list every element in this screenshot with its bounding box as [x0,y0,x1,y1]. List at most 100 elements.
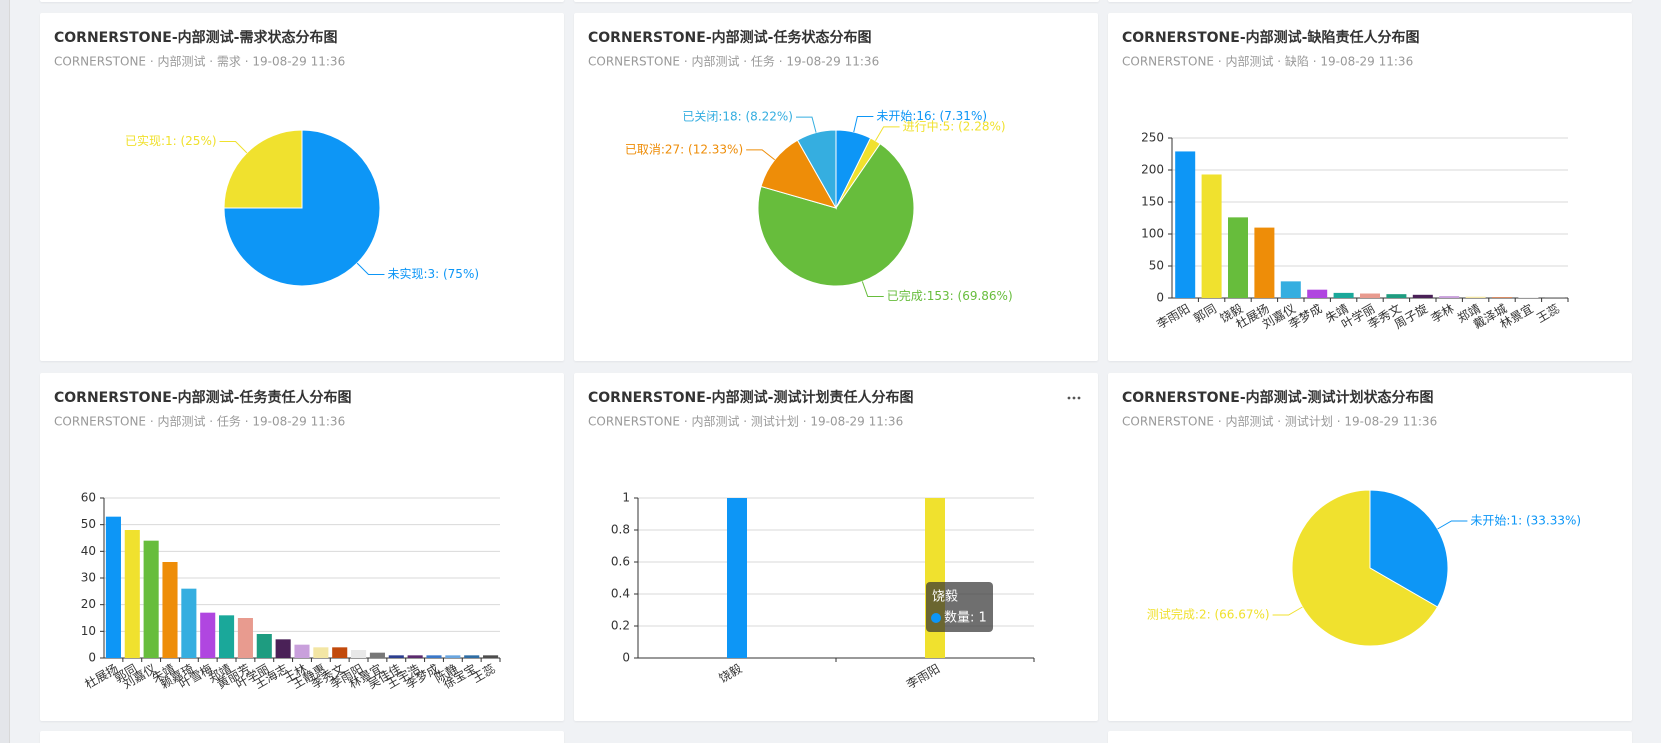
bar [162,562,178,658]
tooltip-marker [931,613,941,623]
pie-slice [760,139,838,209]
bar [275,639,291,658]
label-leader [795,116,817,133]
chart-card: CORNERSTONE-内部测试-缺陷责任人分布图 CORNERSTONE · 内… [1108,13,1632,361]
x-tick-label: 李雨阳 [1154,301,1193,332]
bar [407,655,423,658]
slice-label: 测试完成:2: (66.67%) [1147,607,1270,622]
slice-label: 未开始:1: (33.33%) [1470,514,1581,528]
bar [124,530,140,658]
more-menu-dot [1067,396,1071,400]
slice-label: 已关闭:18: (8.22%) [682,110,793,124]
chart-title: CORNERSTONE-内部测试-任务状态分布图 [588,29,871,46]
label-leader [861,281,884,297]
slice-label: 未实现:3: (75%) [387,266,479,281]
tooltip-box [926,582,993,632]
y-tick-label: 20 [81,597,96,611]
y-tick-label: 200 [1141,163,1164,177]
bar [1360,293,1380,298]
y-tick-label: 60 [81,491,96,505]
bar [1228,217,1248,298]
chart: CORNERSTONE-内部测试-测试计划状态分布图 CORNERSTONE · … [1122,389,1581,647]
bar [1280,281,1301,298]
pie-slice [757,143,915,287]
y-tick-label: 0 [622,651,630,665]
y-tick-label: 0 [1156,291,1164,305]
bar [1465,296,1486,298]
bar [143,540,159,658]
x-tick-label: 李林 [1428,301,1456,326]
chart-card: CORNERSTONE-内部测试-任务状态分布图 CORNERSTONE · 内部… [574,13,1098,361]
slice-label: 已取消:27: (12.33%) [625,142,743,156]
x-tick-label: 王蕊 [1534,302,1562,326]
chart: CORNERSTONE-内部测试-测试计划责任人分布图 CORNERSTONE ·… [588,389,1081,692]
bar [1254,227,1275,298]
pie-slice [1291,489,1439,647]
card-partial [1108,0,1632,2]
bar [1175,151,1196,298]
pie-slice [796,129,837,210]
y-tick-label: 150 [1141,195,1164,209]
y-tick-label: 0.8 [611,523,630,537]
chart-title: CORNERSTONE-内部测试-需求状态分布图 [54,29,337,46]
chart-card: CORNERSTONE-内部测试-测试计划状态分布图 CORNERSTONE · … [1108,373,1632,721]
bar [1412,294,1433,298]
slice-label: 未开始:16: (7.31%) [876,109,987,123]
bar [1544,297,1565,298]
y-tick-label: 40 [81,544,96,558]
chart-card: CORNERSTONE-内部测试-测试计划责任人分布图 CORNERSTONE ·… [574,373,1098,721]
label-leader [853,115,874,133]
bar [727,498,747,658]
y-tick-label: 30 [81,571,96,585]
bar [426,655,442,658]
y-tick-label: 50 [81,517,96,531]
y-tick-label: 10 [81,624,96,638]
tooltip-text: 数量: 1 [944,611,987,626]
chart-title: CORNERSTONE-内部测试-测试计划状态分布图 [1122,389,1433,406]
chart: CORNERSTONE-内部测试-需求状态分布图 CORNERSTONE · 内部… [54,29,479,287]
y-tick-label: 0.2 [611,619,630,633]
bar [219,615,235,658]
y-tick-label: 1 [622,491,630,505]
bar [237,618,253,658]
chart-subtitle: CORNERSTONE · 内部测试 · 任务 · 19-08-29 11:36 [54,414,345,429]
x-tick-label: 郭同 [1191,302,1219,326]
sidebar-edge [0,0,10,743]
x-tick-label: 王蕊 [470,662,498,686]
chart-subtitle: CORNERSTONE · 内部测试 · 测试计划 · 19-08-29 11:… [1122,414,1437,429]
y-tick-label: 0.6 [611,555,630,569]
slice-label: 已完成:153: (69.86%) [887,288,1013,303]
bar [388,655,404,658]
bar [925,498,945,658]
card-partial [40,731,564,743]
chart: CORNERSTONE-内部测试-任务责任人分布图 CORNERSTONE · 内… [54,389,501,692]
y-tick-label: 250 [1141,131,1164,145]
x-tick-label: 饶毅 [716,661,744,686]
card-partial [40,0,564,2]
bar [483,655,499,658]
label-leader [746,149,776,161]
pie-slice [223,129,303,209]
chart-subtitle: CORNERSTONE · 内部测试 · 测试计划 · 19-08-29 11:… [588,414,903,429]
bar [294,644,310,658]
chart-card: CORNERSTONE-内部测试-需求状态分布图 CORNERSTONE · 内部… [40,13,564,361]
more-menu-dot [1077,396,1081,400]
chart-title: CORNERSTONE-内部测试-测试计划责任人分布图 [588,389,913,406]
bar [181,588,197,658]
label-leader [356,262,385,275]
slice-label: 已实现:1: (25%) [125,133,217,148]
bar [256,634,272,658]
chart-subtitle: CORNERSTONE · 内部测试 · 任务 · 19-08-29 11:36 [588,54,879,69]
y-tick-label: 50 [1149,259,1164,273]
y-tick-label: 0 [88,651,96,665]
x-tick-label: 李雨阳 [904,661,943,692]
bar [1492,297,1512,298]
more-menu-dot [1072,396,1076,400]
chart: CORNERSTONE-内部测试-缺陷责任人分布图 CORNERSTONE · 内… [1122,29,1569,332]
label-leader [1437,520,1468,530]
chart-subtitle: CORNERSTONE · 内部测试 · 需求 · 19-08-29 11:36 [54,54,345,69]
tooltip-title: 饶毅 [932,589,958,605]
bar [200,612,216,658]
card-partial [1108,731,1632,743]
